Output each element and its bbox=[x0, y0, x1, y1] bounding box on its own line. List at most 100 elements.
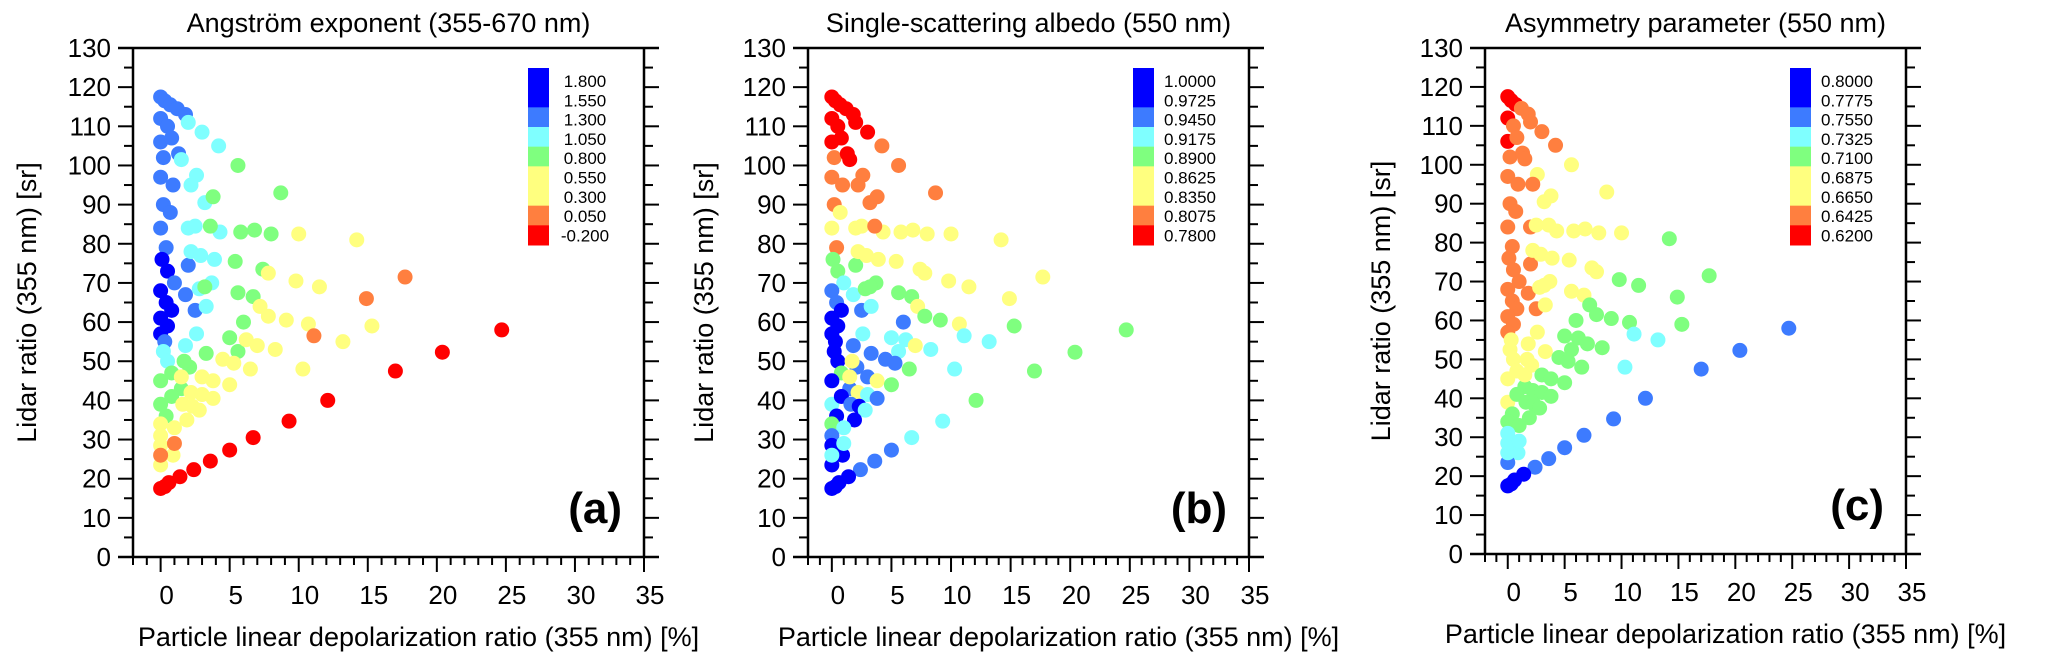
data-point bbox=[863, 298, 879, 314]
data-point bbox=[907, 338, 923, 354]
panel-label: (b) bbox=[1171, 484, 1227, 533]
x-tick-label: 20 bbox=[1062, 580, 1091, 610]
data-point bbox=[1543, 388, 1559, 404]
data-point bbox=[1511, 418, 1527, 434]
data-point bbox=[173, 369, 189, 385]
panel-label: (c) bbox=[1830, 481, 1884, 530]
data-point bbox=[1599, 184, 1615, 200]
data-point bbox=[177, 287, 193, 303]
colorbar-swatch bbox=[1133, 186, 1154, 207]
data-point bbox=[854, 218, 870, 234]
chart-title: Asymmetry parameter (550 nm) bbox=[1505, 8, 1886, 38]
data-point bbox=[827, 479, 843, 495]
x-tick-label: 15 bbox=[359, 580, 388, 610]
data-point bbox=[278, 312, 294, 328]
colorbar-label: 0.800 bbox=[564, 149, 607, 168]
data-point bbox=[1637, 390, 1653, 406]
data-point bbox=[1500, 414, 1516, 430]
data-point bbox=[1622, 314, 1638, 330]
data-point bbox=[825, 251, 841, 267]
data-point bbox=[180, 257, 196, 273]
colorbar-label: 0.7550 bbox=[1821, 111, 1873, 130]
data-point bbox=[222, 330, 238, 346]
data-point bbox=[172, 469, 188, 485]
x-tick-label: 20 bbox=[1727, 577, 1756, 607]
colorbar-label: 1.800 bbox=[564, 72, 607, 91]
data-point bbox=[494, 322, 510, 338]
data-point bbox=[153, 169, 169, 185]
data-point bbox=[211, 138, 227, 154]
data-point bbox=[1001, 291, 1017, 307]
data-point bbox=[157, 479, 173, 495]
data-point bbox=[153, 447, 169, 463]
data-point bbox=[867, 218, 883, 234]
data-point bbox=[862, 279, 878, 295]
chart-title: Single-scattering albedo (550 nm) bbox=[826, 8, 1231, 38]
data-point bbox=[1529, 324, 1545, 340]
data-point bbox=[205, 390, 221, 406]
data-point bbox=[1534, 124, 1550, 140]
data-point bbox=[1533, 246, 1549, 262]
data-point bbox=[1537, 344, 1553, 360]
colorbar-swatch bbox=[1790, 107, 1811, 128]
data-point bbox=[1502, 149, 1518, 165]
y-tick-label: 20 bbox=[1434, 461, 1463, 491]
panel-label: (a) bbox=[568, 484, 622, 533]
data-point bbox=[891, 157, 907, 173]
data-point bbox=[932, 312, 948, 328]
data-point bbox=[1508, 203, 1524, 219]
data-point bbox=[1631, 277, 1647, 293]
data-point bbox=[1574, 359, 1590, 375]
y-tick-label: 50 bbox=[82, 346, 111, 376]
colorbar-label: 0.7800 bbox=[1164, 226, 1216, 245]
colorbar-label: 1.550 bbox=[564, 91, 607, 110]
y-tick-label: 90 bbox=[1434, 189, 1463, 219]
data-point bbox=[1614, 225, 1630, 241]
y-tick-label: 100 bbox=[743, 150, 786, 180]
data-point bbox=[1561, 252, 1577, 268]
x-tick-label: 15 bbox=[1002, 580, 1031, 610]
data-point bbox=[833, 130, 849, 146]
y-tick-label: 60 bbox=[1434, 305, 1463, 335]
data-point bbox=[1517, 151, 1533, 167]
data-point bbox=[1576, 427, 1592, 443]
x-tick-label: 25 bbox=[1784, 577, 1813, 607]
data-point bbox=[1521, 410, 1537, 426]
colorbar-swatch bbox=[1133, 68, 1154, 89]
colorbar-swatch bbox=[528, 205, 549, 226]
data-point bbox=[869, 373, 885, 389]
data-point bbox=[830, 263, 846, 279]
data-point bbox=[993, 232, 1009, 248]
y-tick-label: 10 bbox=[1434, 500, 1463, 530]
data-point bbox=[222, 442, 238, 458]
data-point bbox=[260, 308, 276, 324]
data-point bbox=[1577, 221, 1593, 237]
data-point bbox=[235, 314, 251, 330]
colorbar-label: 0.8075 bbox=[1164, 207, 1216, 226]
colorbar-swatch bbox=[1133, 225, 1154, 246]
y-tick-label: 130 bbox=[743, 33, 786, 63]
data-point bbox=[245, 430, 261, 446]
data-point bbox=[1557, 328, 1573, 344]
data-point bbox=[858, 248, 874, 264]
data-point bbox=[230, 285, 246, 301]
data-point bbox=[191, 402, 207, 418]
data-point bbox=[845, 287, 861, 303]
data-point bbox=[874, 138, 890, 154]
data-point bbox=[1589, 264, 1605, 280]
data-point bbox=[1560, 353, 1576, 369]
x-tick-label: 20 bbox=[428, 580, 457, 610]
data-point bbox=[1520, 336, 1536, 352]
data-point bbox=[226, 355, 242, 371]
y-tick-label: 30 bbox=[82, 425, 111, 455]
data-point bbox=[434, 344, 450, 360]
data-point bbox=[1527, 459, 1543, 475]
colorbar-label: 0.050 bbox=[564, 207, 607, 226]
colorbar-swatch bbox=[528, 225, 549, 246]
colorbar-label: 1.0000 bbox=[1164, 72, 1216, 91]
y-tick-label: 80 bbox=[1434, 228, 1463, 258]
data-point bbox=[1568, 312, 1584, 328]
data-point bbox=[1617, 359, 1633, 375]
colorbar-label: 0.7775 bbox=[1821, 91, 1873, 110]
data-point bbox=[901, 361, 917, 377]
